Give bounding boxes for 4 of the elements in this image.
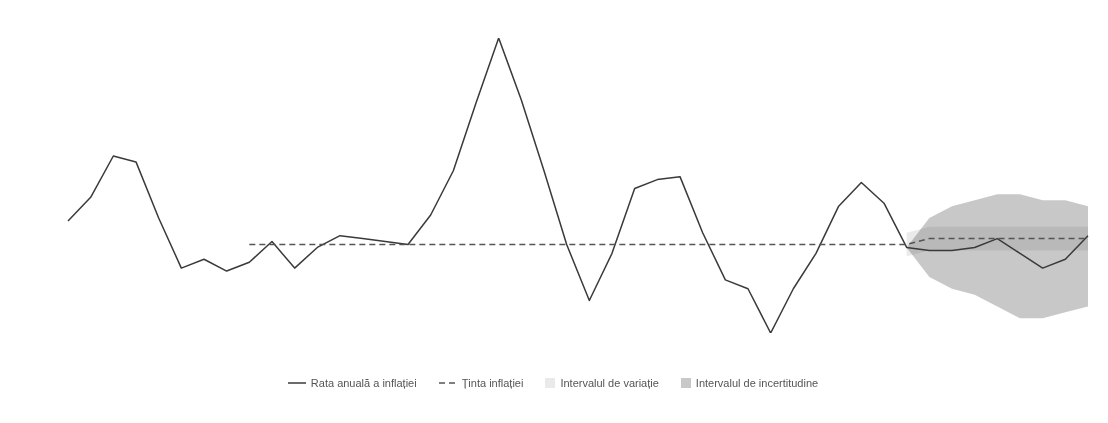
legend-label: Ținta inflației	[461, 377, 524, 389]
text: Intervalul de incertitudine	[695, 377, 819, 389]
text: Intervalul de variație	[560, 377, 659, 389]
legend-label: Rata anuală a inflației	[310, 377, 417, 389]
